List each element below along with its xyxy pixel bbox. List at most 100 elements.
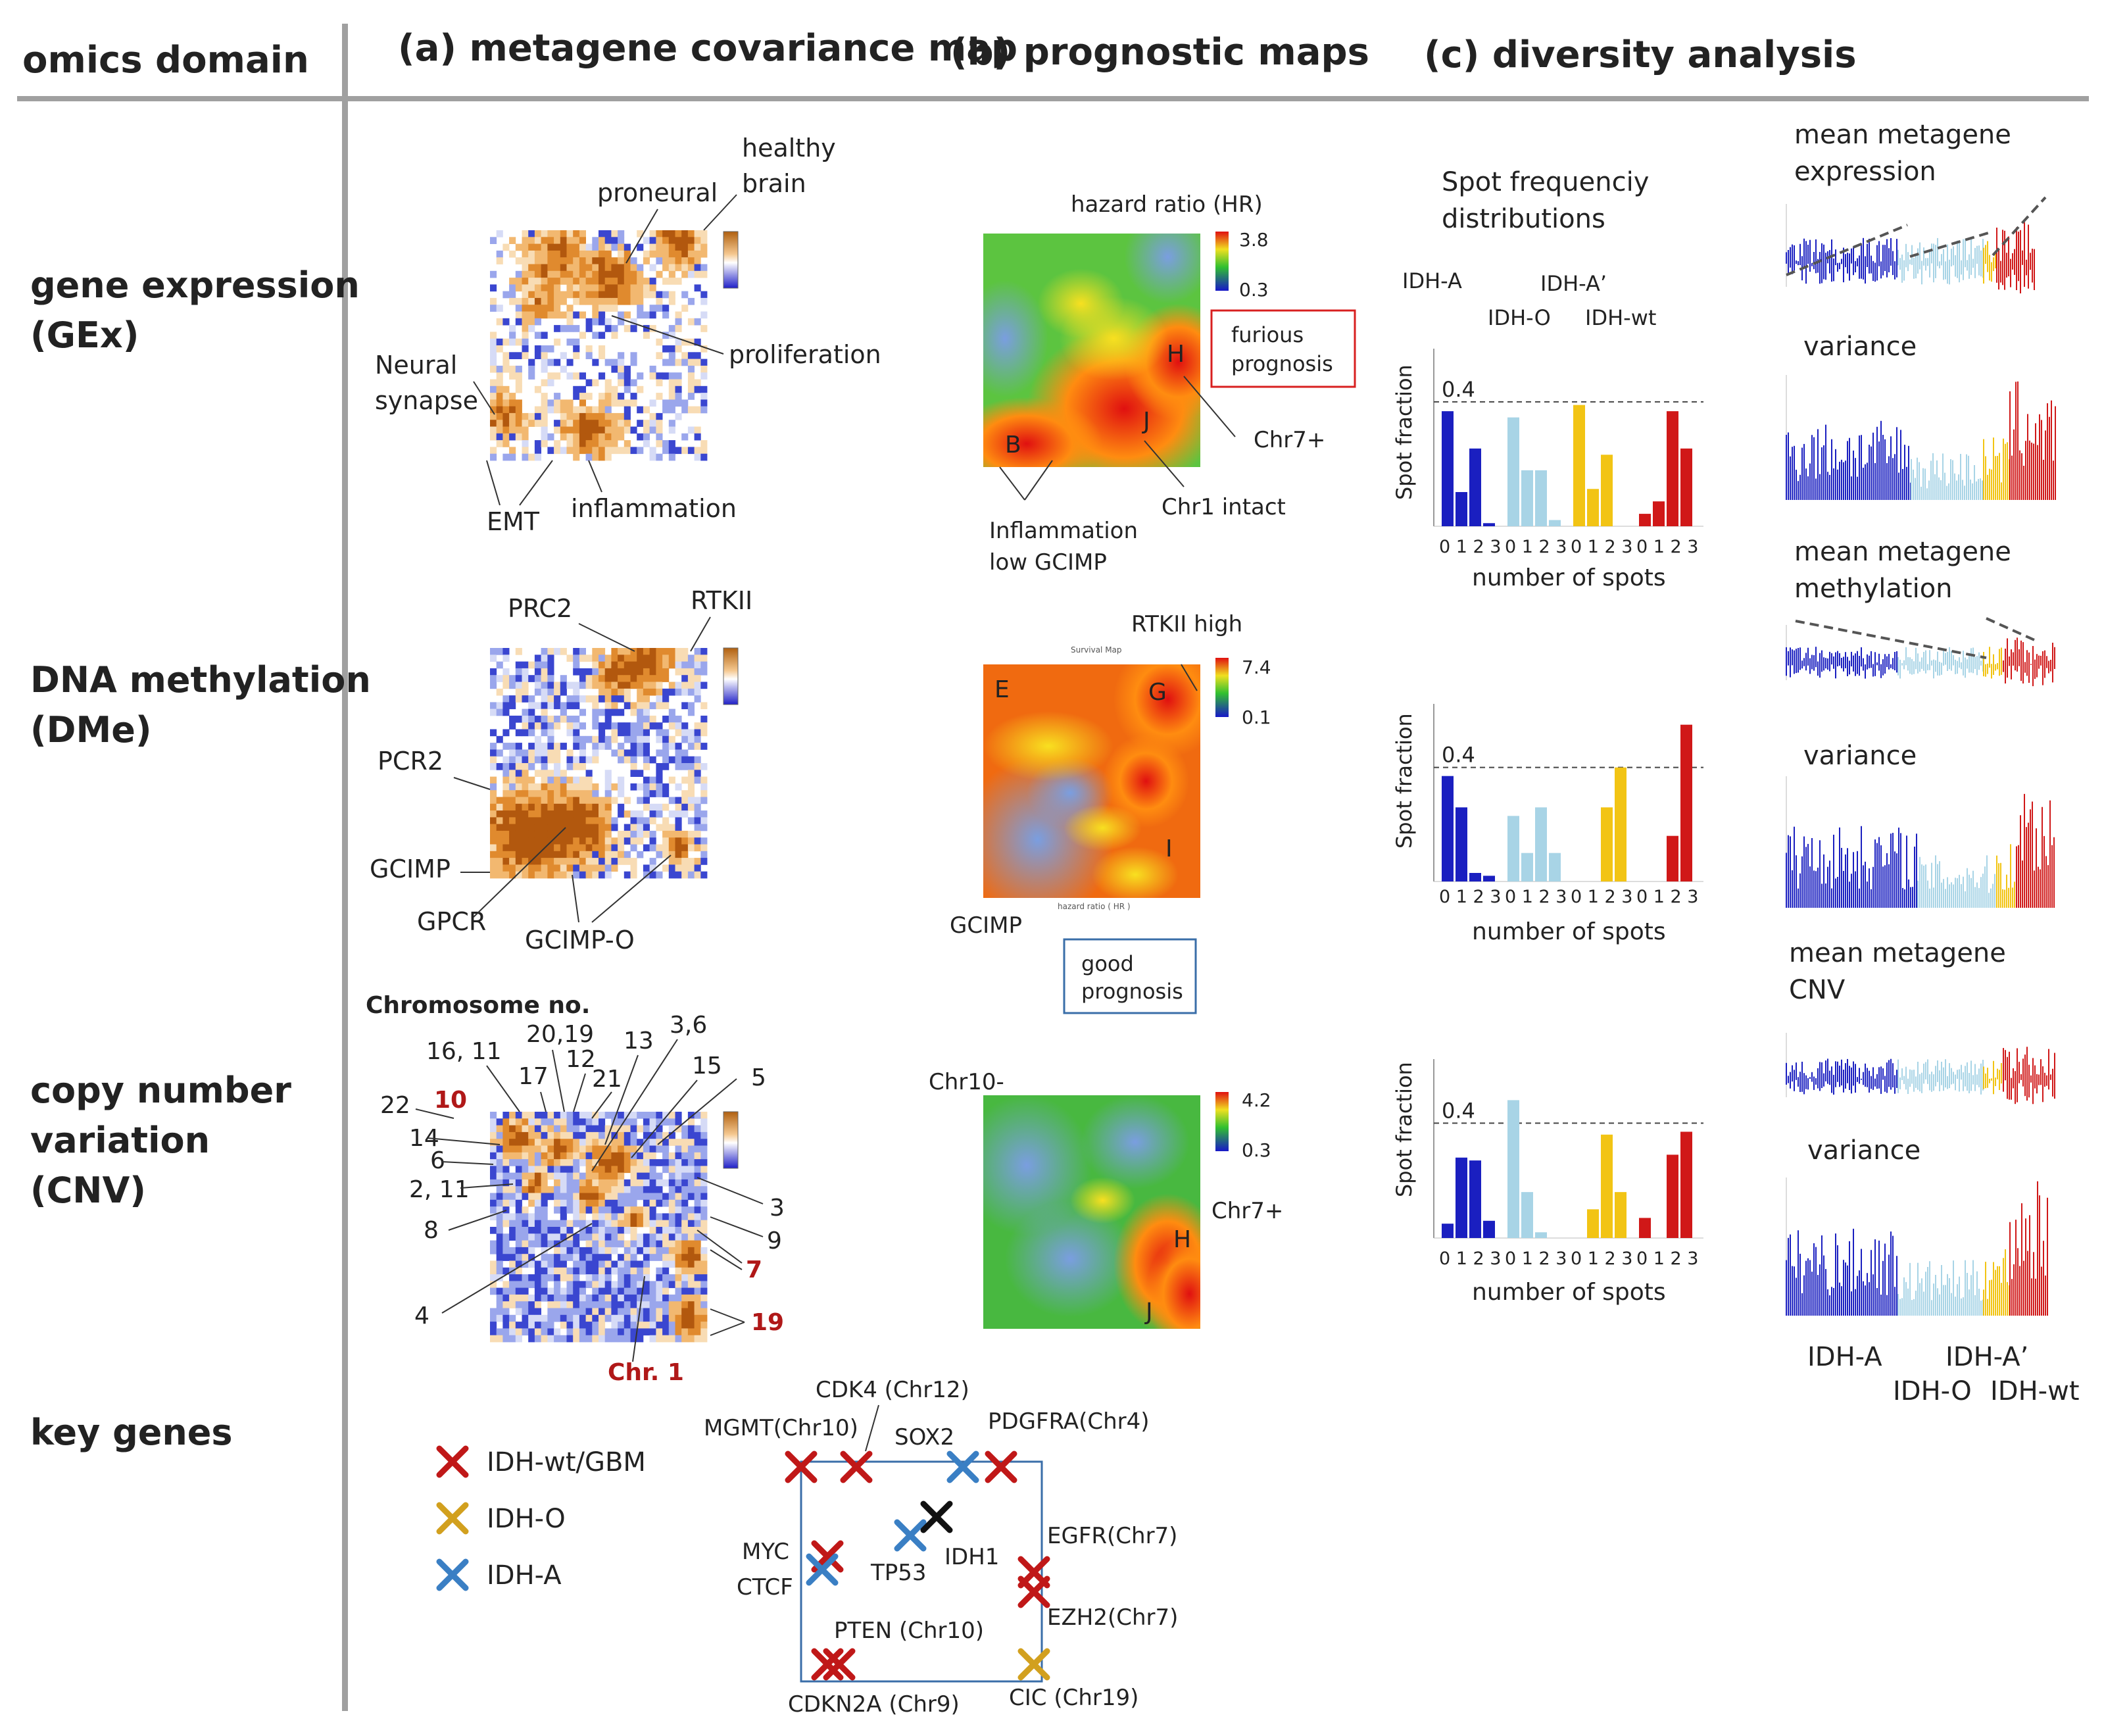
heatmap-cell — [662, 1179, 670, 1187]
heatmap-cell — [490, 433, 497, 441]
heatmap-cell — [560, 412, 567, 420]
heatmap-cell — [592, 1260, 599, 1268]
heatmap-cell — [534, 817, 541, 825]
heatmap-cell — [687, 1118, 695, 1126]
heatmap-cell — [502, 810, 510, 818]
heatmap-cell — [604, 250, 612, 258]
heatmap-cell — [528, 1172, 535, 1180]
heatmap-cell — [534, 743, 541, 750]
heatmap-cell — [490, 1139, 497, 1146]
heatmap-cell — [687, 426, 695, 434]
heatmap-cell — [579, 1314, 586, 1322]
heatmap-cell — [624, 447, 631, 455]
heatmap-cell — [509, 1335, 516, 1343]
heatmap-cell — [668, 708, 675, 716]
heatmap-cell — [668, 864, 675, 872]
heatmap-cell — [624, 729, 631, 737]
heatmap-cell — [534, 675, 541, 682]
heatmap-cell — [522, 318, 529, 326]
heatmap-cell — [694, 250, 701, 258]
heatmap-cell — [490, 1166, 497, 1174]
heatmap-cell — [554, 426, 561, 434]
heatmap-cell — [599, 1186, 606, 1193]
heatmap-cell — [694, 864, 701, 872]
heatmap-cell — [496, 708, 503, 716]
heatmap-cell — [668, 858, 675, 865]
heatmap-cell — [649, 426, 656, 434]
heatmap-cell — [630, 783, 637, 791]
heatmap-cell — [637, 729, 644, 737]
heatmap-cell — [573, 790, 580, 797]
heatmap-cell — [656, 1159, 663, 1166]
heatmap-cell — [579, 278, 586, 285]
heatmap-cell — [515, 763, 522, 770]
heatmap-cell — [502, 406, 510, 414]
heatmap-cell — [560, 1240, 567, 1248]
heatmap-cell — [643, 278, 650, 285]
heatmap-cell — [490, 763, 497, 770]
heatmap-cell — [566, 257, 574, 264]
heatmap-cell — [630, 1179, 637, 1187]
heatmap-cell — [502, 1301, 510, 1308]
heatmap-cell — [675, 1172, 682, 1180]
heatmap-cell — [604, 688, 612, 696]
heatmap-cell — [528, 803, 535, 811]
heatmap-cell — [541, 412, 548, 420]
heatmap-cell — [668, 1206, 675, 1214]
heatmap-cell — [528, 702, 535, 710]
heatmap-cell — [509, 682, 516, 689]
heatmap-cell — [604, 675, 612, 682]
heatmap-cell — [522, 1213, 529, 1221]
chr-label-4: 4 — [414, 1302, 429, 1329]
heatmap-cell — [599, 729, 606, 737]
heatmap-cell — [592, 824, 599, 831]
heatmap-cell — [668, 1328, 675, 1336]
heatmap-cell — [579, 250, 586, 258]
heatmap-cell — [637, 783, 644, 791]
heatmap-cell — [656, 1118, 663, 1126]
heatmap-cell — [522, 1294, 529, 1302]
heatmap-cell — [675, 688, 682, 696]
heatmap-cell — [585, 257, 593, 264]
heatmap-cell — [643, 237, 650, 244]
heatmap-cell — [566, 763, 574, 770]
heatmap-cell — [643, 708, 650, 716]
heatmap-cell — [637, 1294, 644, 1302]
heatmap-cell — [515, 1152, 522, 1160]
heatmap-cell — [592, 702, 599, 710]
heatmap-cell — [573, 1125, 580, 1133]
heatmap-cell — [534, 824, 541, 831]
gene-cross-marker — [806, 1553, 839, 1586]
heatmap-cell — [694, 433, 701, 441]
heatmap-cell — [599, 1131, 606, 1139]
heatmap-cell — [592, 1274, 599, 1281]
heatmap-cell — [522, 305, 529, 312]
heatmap-cell — [687, 1314, 695, 1322]
heatmap-cell — [585, 1145, 593, 1153]
heatmap-cell — [579, 1301, 586, 1308]
heatmap-cell — [687, 688, 695, 696]
heatmap-cell — [547, 1152, 554, 1160]
heatmap-cell — [681, 682, 689, 689]
chr-label-21: 21 — [592, 1066, 622, 1093]
heatmap-cell — [624, 1186, 631, 1193]
heatmap-cell — [522, 257, 529, 264]
heatmap-cell — [630, 325, 637, 332]
heatmap-cell — [579, 810, 586, 818]
heatmap-cell — [541, 243, 548, 251]
heatmap-cell — [618, 237, 625, 244]
heatmap-cell — [522, 1186, 529, 1193]
heatmap-cell — [566, 278, 574, 285]
heatmap-cell — [522, 264, 529, 272]
heatmap-cell — [694, 722, 701, 730]
heatmap-cell — [522, 237, 529, 244]
heatmap-cell — [585, 871, 593, 879]
heatmap-cell — [541, 1199, 548, 1207]
heatmap-cell — [611, 1112, 618, 1119]
heatmap-cell — [534, 332, 541, 339]
heatmap-cell — [579, 817, 586, 825]
heatmap-cell — [668, 1193, 675, 1201]
heatmap-cell — [668, 1112, 675, 1119]
heatmap-cell — [566, 817, 574, 825]
heatmap-cell — [662, 695, 670, 703]
